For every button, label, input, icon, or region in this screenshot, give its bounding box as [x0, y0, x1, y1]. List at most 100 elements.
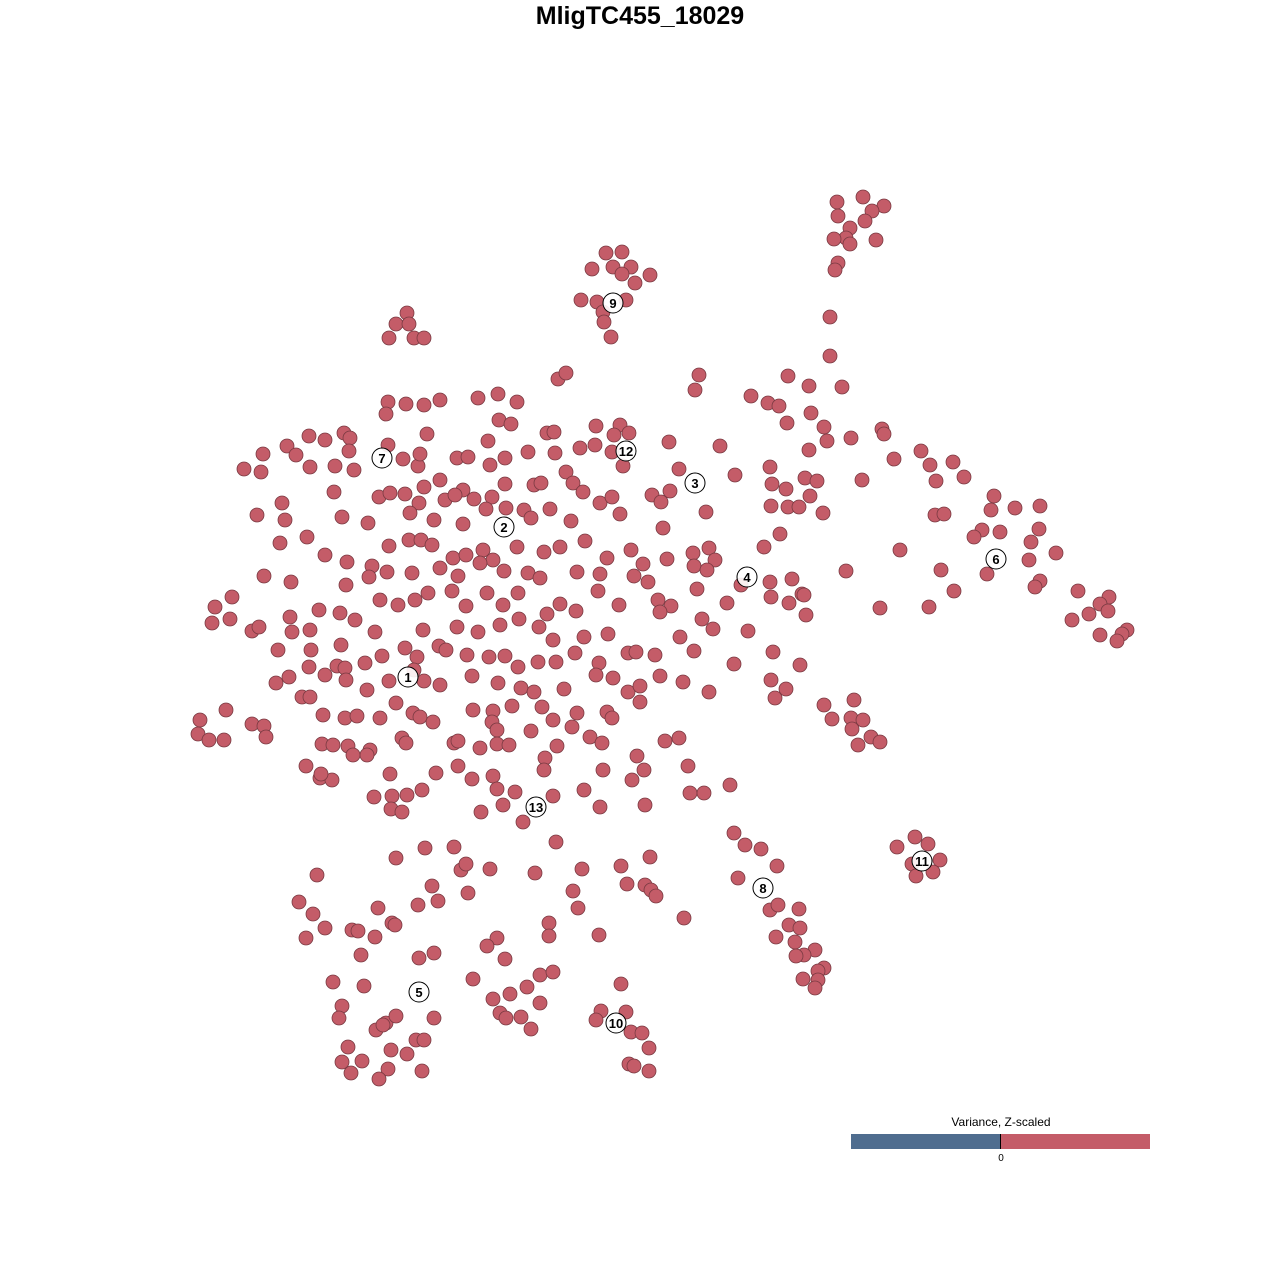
data-point [222, 611, 238, 627]
data-point [299, 529, 315, 545]
data-point [605, 670, 621, 686]
data-point [956, 469, 972, 485]
data-point [490, 675, 506, 691]
data-point [564, 719, 580, 735]
data-point [691, 367, 707, 383]
data-point [450, 568, 466, 584]
data-point [270, 642, 286, 658]
data-point [945, 454, 961, 470]
data-point [676, 910, 692, 926]
data-point [204, 615, 220, 631]
data-point [253, 464, 269, 480]
data-point [781, 595, 797, 611]
data-point [480, 433, 496, 449]
data-point [360, 515, 376, 531]
data-point [627, 275, 643, 291]
data-point [426, 512, 442, 528]
data-point [707, 552, 723, 568]
data-point [762, 459, 778, 475]
data-point [532, 995, 548, 1011]
data-point [533, 475, 549, 491]
data-point [659, 551, 675, 567]
data-point [599, 550, 615, 566]
data-point [465, 702, 481, 718]
data-point [546, 424, 562, 440]
data-point [536, 544, 552, 560]
data-point [594, 735, 610, 751]
data-point [801, 442, 817, 458]
data-point [470, 624, 486, 640]
data-point [281, 669, 297, 685]
data-point [701, 684, 717, 700]
data-point [317, 920, 333, 936]
data-point [479, 938, 495, 954]
data-point [430, 893, 446, 909]
data-point [641, 1063, 657, 1079]
cluster-label-badge [985, 548, 1007, 570]
data-point [370, 900, 386, 916]
data-point [272, 535, 288, 551]
data-point [588, 667, 604, 683]
data-point [590, 583, 606, 599]
data-point [279, 438, 295, 454]
data-point [301, 428, 317, 444]
data-point [621, 425, 637, 441]
data-point [653, 494, 669, 510]
data-point [411, 495, 427, 511]
data-point [803, 405, 819, 421]
data-point [548, 654, 564, 670]
data-point [784, 571, 800, 587]
data-point [361, 569, 377, 585]
cluster-label-badge [408, 981, 430, 1003]
data-point [414, 1063, 430, 1079]
data-point [620, 684, 636, 700]
data-point [791, 499, 807, 515]
data-point [815, 505, 831, 521]
points-layer [190, 189, 1135, 1087]
data-point [568, 603, 584, 619]
data-point [527, 865, 543, 881]
data-point [526, 684, 542, 700]
data-point [772, 526, 788, 542]
data-point [478, 501, 494, 517]
data-point [542, 501, 558, 517]
data-point [407, 592, 423, 608]
data-point [388, 850, 404, 866]
data-point [753, 841, 769, 857]
data-point [1081, 606, 1097, 622]
cluster-label-text: 3 [691, 476, 698, 491]
data-point [855, 189, 871, 205]
data-point [834, 379, 850, 395]
data-point [446, 839, 462, 855]
data-point [547, 445, 563, 461]
cluster-label-4: 4 [736, 566, 758, 588]
data-point [420, 585, 436, 601]
data-point [489, 722, 505, 738]
data-point [282, 609, 298, 625]
data-point [986, 488, 1002, 504]
data-point [592, 495, 608, 511]
data-point [552, 539, 568, 555]
data-point [383, 1042, 399, 1058]
data-point [371, 1071, 387, 1087]
data-point [889, 839, 905, 855]
data-point [606, 427, 622, 443]
data-point [298, 758, 314, 774]
data-point [398, 396, 414, 412]
cluster-label-text: 12 [619, 444, 633, 459]
legend-high-segment [1000, 1134, 1150, 1149]
data-point [357, 655, 373, 671]
data-point [333, 637, 349, 653]
data-point [375, 1017, 391, 1033]
data-point [301, 659, 317, 675]
data-point [315, 707, 331, 723]
data-point [334, 509, 350, 525]
data-point [381, 330, 397, 346]
data-point [892, 542, 908, 558]
data-point [504, 698, 520, 714]
data-point [575, 484, 591, 500]
data-point [224, 589, 240, 605]
data-point [933, 562, 949, 578]
data-point [740, 623, 756, 639]
data-point [347, 612, 363, 628]
